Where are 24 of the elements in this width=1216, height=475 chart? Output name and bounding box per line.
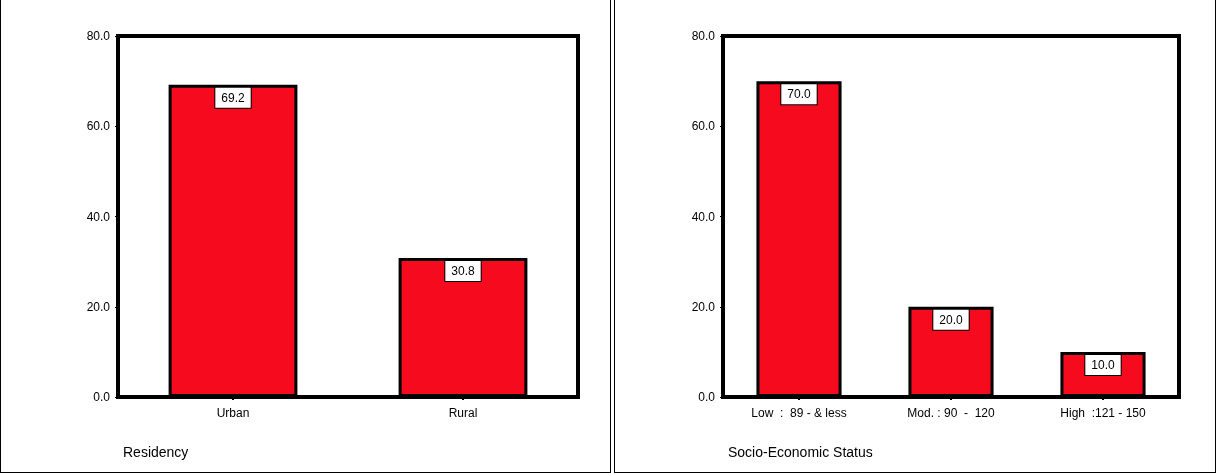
data-label: 69.2 — [221, 90, 245, 105]
bar — [756, 81, 842, 397]
x-tick-label: Low : 89 - & less — [751, 406, 847, 420]
x-tick-label: Urban — [216, 406, 250, 420]
x-tick-label: Mod. : 90 - 120 — [907, 406, 996, 420]
y-tick-label: 20.0 — [691, 299, 716, 314]
y-tick-label: 80.0 — [86, 29, 111, 43]
bar — [908, 306, 994, 397]
x-axis-title: Socio-Economic Status — [728, 444, 873, 460]
data-label: 20.0 — [939, 312, 963, 327]
y-tick-label: 0.0 — [93, 390, 111, 404]
x-axis-title: Residency — [123, 444, 189, 460]
y-tick-label: 60.0 — [86, 119, 111, 134]
y-tick-label: 0.0 — [698, 390, 716, 404]
y-tick-label: 80.0 — [691, 29, 716, 43]
y-tick-label: 60.0 — [691, 119, 716, 134]
data-label: 70.0 — [787, 87, 811, 102]
data-label: 30.8 — [451, 264, 475, 279]
x-tick-label: Rural — [448, 406, 478, 420]
y-tick-label: 40.0 — [691, 209, 716, 224]
y-tick-label: 40.0 — [86, 209, 111, 224]
x-tick-label: High :121 - 150 — [1060, 406, 1147, 420]
data-label: 10.0 — [1091, 357, 1115, 372]
y-tick-label: 20.0 — [86, 299, 111, 314]
